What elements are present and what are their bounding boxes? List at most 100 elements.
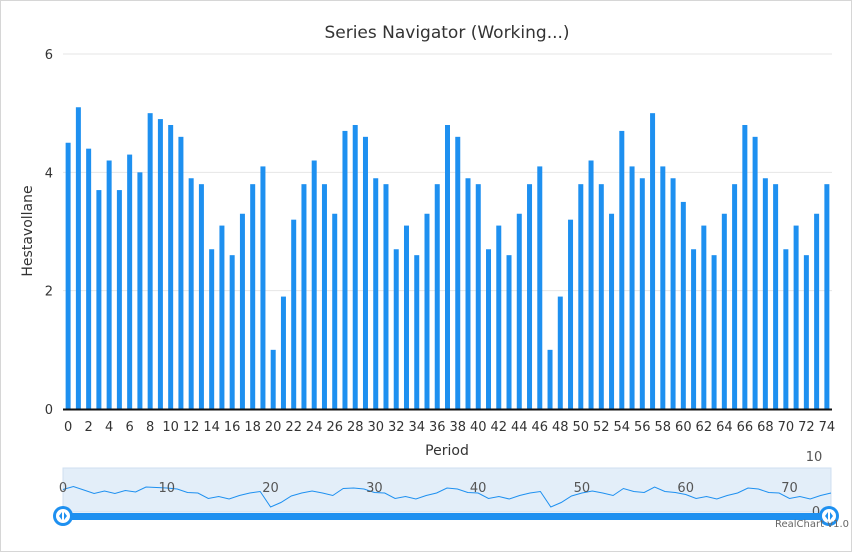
bar	[373, 178, 379, 409]
bar	[137, 172, 143, 409]
bar	[732, 184, 738, 409]
x-tick-label: 58	[655, 420, 672, 435]
handle-inner	[56, 509, 70, 523]
bar	[762, 178, 768, 409]
bar	[537, 166, 543, 409]
x-tick-label: 30	[367, 420, 384, 435]
bar	[178, 136, 184, 410]
x-tick-label: 0	[64, 420, 72, 435]
x-tick-label: 14	[203, 420, 220, 435]
x-tick-label: 50	[573, 420, 590, 435]
bar	[75, 107, 81, 409]
bar	[752, 136, 758, 410]
x-ticks: 0 2 4 6 8 10 12 14 16 18 20 22 24 26 28 30 32 34 36 38 40 42 4…	[64, 420, 835, 435]
bar	[424, 213, 430, 409]
x-tick-label: 74	[819, 420, 836, 435]
x-tick-label: 42	[490, 420, 507, 435]
navigator-scrollbar[interactable]	[63, 513, 831, 520]
bar	[209, 249, 215, 409]
x-tick-label: 48	[552, 420, 569, 435]
bar	[342, 130, 348, 409]
navigator-y-min: 0	[812, 505, 820, 520]
navigator[interactable]: 0 10 20 30 40 50 60 70 10 0	[53, 450, 839, 526]
bar	[742, 125, 748, 409]
x-tick-label: 26	[326, 420, 343, 435]
bar	[362, 136, 368, 410]
bar	[127, 154, 133, 409]
bar	[680, 201, 686, 409]
x-tick-label: 18	[244, 420, 261, 435]
x-tick-label: 4	[105, 420, 113, 435]
y-tick-label: 4	[45, 166, 53, 181]
bar	[711, 255, 717, 409]
x-tick-label: 10	[162, 420, 179, 435]
bar	[629, 166, 635, 409]
bar	[824, 184, 830, 409]
bar	[239, 213, 245, 409]
handle-arrows-icon	[59, 512, 67, 520]
x-tick-label: 60	[675, 420, 692, 435]
x-tick-label: 68	[757, 420, 774, 435]
bar	[260, 166, 266, 409]
x-tick-label: 28	[347, 420, 364, 435]
bar	[219, 225, 225, 409]
chart-title: Series Navigator (Working...)	[324, 23, 569, 43]
bar	[578, 184, 584, 409]
handle-arrows-icon	[825, 512, 833, 520]
y-tick-label: 2	[45, 285, 53, 300]
x-axis-label: Period	[425, 443, 469, 459]
bar	[116, 190, 122, 409]
bar	[721, 213, 727, 409]
bar	[475, 184, 481, 409]
navigator-left-handle[interactable]	[53, 506, 73, 526]
navigator-y-max: 10	[806, 450, 823, 465]
bar	[598, 184, 604, 409]
x-tick-label: 12	[183, 420, 200, 435]
x-tick-label: 56	[634, 420, 651, 435]
navigator-x-tick-label: 40	[470, 481, 487, 496]
bar	[568, 219, 574, 409]
bar	[270, 349, 276, 409]
handle-inner	[822, 509, 836, 523]
bar	[609, 213, 615, 409]
x-tick-label: 16	[224, 420, 241, 435]
x-tick-label: 20	[265, 420, 282, 435]
x-tick-label: 6	[126, 420, 134, 435]
bar	[65, 142, 71, 409]
navigator-series-line	[62, 485, 832, 508]
bar	[311, 160, 317, 409]
bar	[670, 178, 676, 409]
bar	[701, 225, 707, 409]
y-tick-label: 0	[45, 403, 53, 418]
bar	[157, 119, 163, 409]
bar	[557, 296, 563, 409]
bar	[86, 148, 92, 409]
x-tick-label: 8	[146, 420, 154, 435]
navigator-x-tick-label: 10	[159, 481, 176, 496]
navigator-x-tick-label: 30	[366, 481, 383, 496]
bar	[414, 255, 420, 409]
bar	[393, 249, 399, 409]
bar	[168, 125, 174, 409]
bar	[445, 125, 450, 409]
x-tick-label: 36	[429, 420, 446, 435]
bar	[619, 130, 625, 409]
bar	[496, 225, 502, 409]
bars	[65, 107, 830, 410]
navigator-x-tick-label: 0	[59, 481, 67, 496]
bar	[465, 178, 471, 409]
x-tick-label: 46	[532, 420, 549, 435]
x-tick-label: 2	[84, 420, 92, 435]
bar	[547, 349, 553, 409]
bar	[250, 184, 256, 409]
navigator-right-handle[interactable]	[819, 506, 839, 526]
x-tick-label: 34	[408, 420, 425, 435]
bar	[106, 160, 112, 409]
x-tick-label: 40	[470, 420, 487, 435]
bar	[527, 184, 533, 409]
bar	[506, 255, 512, 409]
navigator-x-tick-label: 50	[574, 481, 591, 496]
bar	[229, 255, 235, 409]
bar	[321, 184, 327, 409]
